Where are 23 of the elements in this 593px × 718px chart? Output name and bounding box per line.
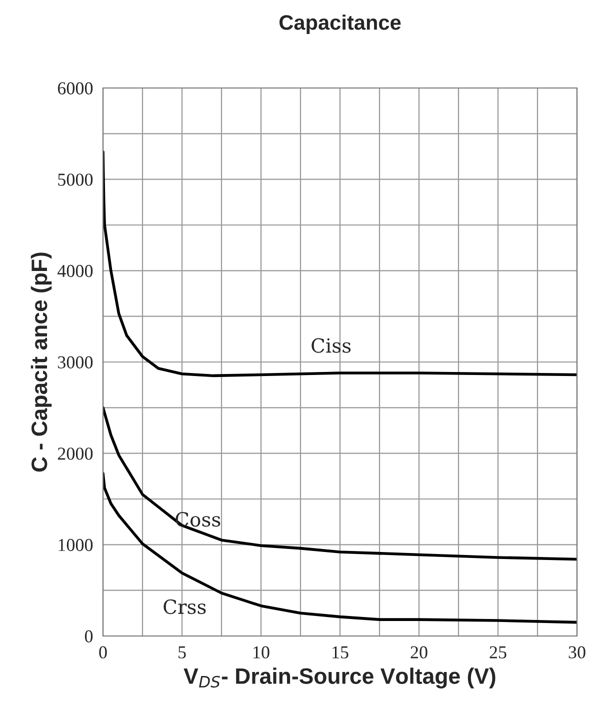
x-tick-label: 10 bbox=[254, 646, 270, 658]
x-tick-label: 20 bbox=[410, 646, 428, 658]
x-tick-label: 0 bbox=[99, 646, 107, 658]
line-series bbox=[103, 472, 577, 624]
x-tick-label: 5 bbox=[178, 646, 186, 658]
x-tick-label: 30 bbox=[568, 646, 586, 658]
series-label: Crss bbox=[164, 599, 206, 614]
y-tick-label: 1000 bbox=[58, 538, 93, 552]
y-tick-label: 2000 bbox=[58, 448, 93, 460]
series-label: Ciss bbox=[312, 338, 351, 353]
line-series bbox=[103, 406, 577, 561]
y-tick-label: 0 bbox=[84, 630, 93, 642]
y-axis-title: C - Capacit ance (pF) bbox=[30, 252, 52, 472]
x-tick-label: 25 bbox=[490, 646, 506, 658]
chart-title: Capacitance bbox=[279, 14, 401, 34]
y-tick-label: 5000 bbox=[58, 174, 93, 186]
y-tick-label: 3000 bbox=[58, 356, 93, 368]
x-axis-title: V$_{DS}$- Drain-Source Voltage (V) bbox=[184, 668, 496, 688]
series-label: Coss bbox=[176, 512, 220, 527]
x-tick-label: 15 bbox=[332, 646, 348, 658]
line-series bbox=[103, 150, 577, 378]
y-tick-label: 4000 bbox=[58, 264, 93, 278]
y-tick-label: 6000 bbox=[58, 82, 93, 94]
